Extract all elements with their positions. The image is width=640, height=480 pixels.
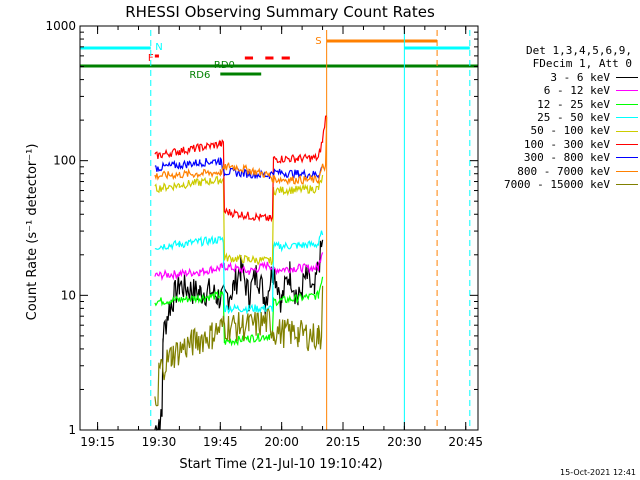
state-bar-label: F: [148, 53, 154, 64]
x-tick-label: 19:30: [142, 435, 177, 449]
legend-label: 12 - 25 keV: [537, 97, 610, 111]
legend-label: 25 - 50 keV: [537, 111, 610, 125]
legend-swatch: [616, 144, 638, 146]
legend-swatch: [616, 103, 638, 105]
plot-frame: [79, 25, 479, 431]
legend-label: 50 - 100 keV: [530, 124, 610, 138]
legend-row: 6 - 12 keV: [478, 84, 638, 97]
legend-label: 3 - 6 keV: [550, 70, 610, 84]
legend-row: 50 - 100 keV: [478, 124, 638, 137]
legend-row: 3 - 6 keV: [478, 71, 638, 84]
legend-swatch: [616, 77, 638, 79]
legend-row: 800 - 7000 keV: [478, 165, 638, 178]
x-axis-label: Start Time (21-Jul-10 19:10:42): [179, 457, 382, 472]
legend-label: 7000 - 15000 keV: [504, 178, 610, 192]
y-tick-label: 10: [61, 288, 76, 302]
chart-title: RHESSI Observing Summary Count Rates: [125, 3, 435, 21]
legend-header-line-1: Det 1,3,4,5,6,9,: [526, 44, 632, 57]
legend-swatch: [616, 184, 638, 186]
legend-label: 300 - 800 keV: [523, 151, 610, 165]
series-line: [154, 174, 324, 266]
series-line: [154, 276, 324, 347]
timestamp: 15-Oct-2021 12:41: [560, 468, 636, 477]
legend-row: 7000 - 15000 keV: [478, 178, 638, 191]
x-tick-label: 19:15: [80, 435, 115, 449]
state-bar-label: N: [155, 42, 162, 53]
state-bar-label: S: [315, 36, 321, 47]
legend-row: 100 - 300 keV: [478, 138, 638, 151]
y-tick-label: 100: [53, 154, 76, 168]
x-tick-label: 20:45: [448, 435, 483, 449]
series-line: [154, 116, 328, 186]
legend: Det 1,3,4,5,6,9, FDecim 1, Att 0 3 - 6 k…: [478, 44, 638, 191]
legend-header-line-2: FDecim 1, Att 0: [532, 57, 632, 71]
series-line: [154, 252, 324, 282]
legend-swatch: [616, 117, 638, 119]
legend-row: 300 - 800 keV: [478, 151, 638, 164]
series-line: [154, 285, 324, 407]
legend-swatch: [616, 130, 638, 132]
legend-row: 12 - 25 keV: [478, 98, 638, 111]
series-line: [154, 115, 327, 223]
legend-swatch: [616, 170, 638, 172]
legend-label: 800 - 7000 keV: [517, 164, 610, 178]
series-line: [154, 230, 324, 315]
state-bar-label: RD6: [189, 70, 210, 81]
y-tick-label: 1: [68, 423, 76, 437]
legend-label: 6 - 12 keV: [543, 84, 610, 98]
y-tick-label: 1000: [45, 19, 76, 33]
series-line: [154, 156, 323, 180]
legend-swatch: [616, 157, 638, 159]
x-tick-label: 20:15: [326, 435, 361, 449]
legend-row: 25 - 50 keV: [478, 111, 638, 124]
x-tick-label: 20:00: [264, 435, 299, 449]
legend-swatch: [616, 90, 638, 92]
legend-label: 100 - 300 keV: [523, 137, 610, 151]
x-tick-label: 20:30: [387, 435, 422, 449]
y-axis-label: Count Rate (s⁻¹ detector⁻¹): [25, 144, 40, 321]
x-tick-label: 19:45: [203, 435, 238, 449]
